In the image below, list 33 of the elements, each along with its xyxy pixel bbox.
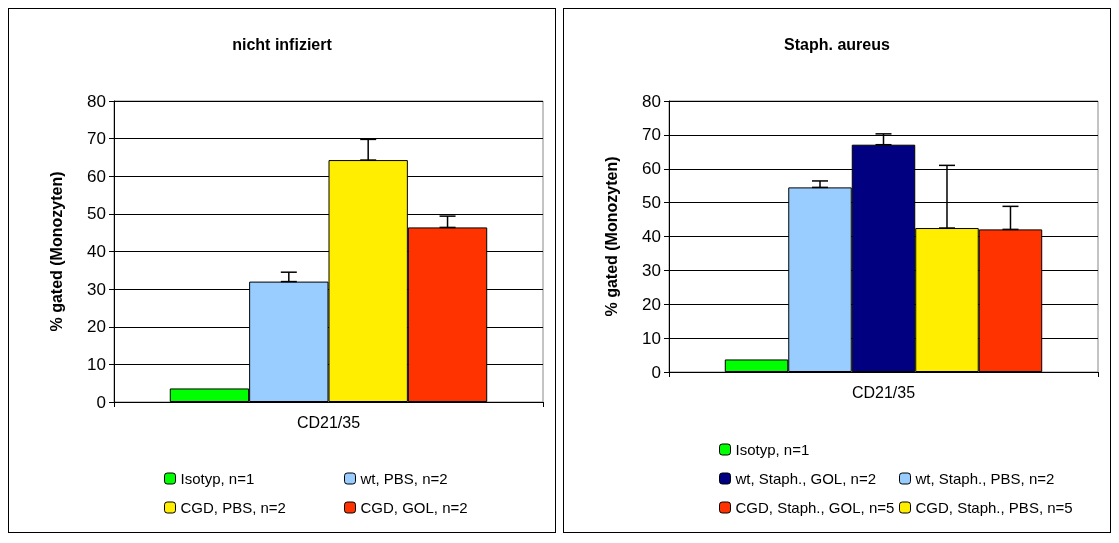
y-tick-label: 20 bbox=[642, 294, 661, 314]
y-tick-label: 0 bbox=[651, 362, 661, 382]
legend-label: wt, PBS, n=2 bbox=[359, 470, 448, 487]
x-tick-label: CD21/35 bbox=[296, 413, 361, 431]
legend-label: CGD, Staph., PBS, n=5 bbox=[915, 499, 1073, 516]
legend-label: wt, Staph., PBS, n=2 bbox=[914, 470, 1055, 487]
y-tick-label: 40 bbox=[87, 242, 106, 261]
y-tick-label: 70 bbox=[87, 129, 106, 149]
y-tick-label: 30 bbox=[87, 279, 106, 299]
legend-label: CGD, PBS, n=2 bbox=[180, 499, 286, 516]
y-tick-label: 60 bbox=[642, 159, 661, 179]
y-tick-label: 30 bbox=[642, 260, 661, 280]
chart-title: nicht infiziert bbox=[232, 35, 333, 53]
y-tick-label: 0 bbox=[96, 392, 106, 412]
y-axis-title: % gated (Monozyten) bbox=[602, 156, 620, 317]
legend-label: wt, Staph., GOL, n=2 bbox=[734, 470, 876, 487]
chart-title: Staph. aureus bbox=[784, 35, 890, 53]
y-tick-label: 40 bbox=[642, 227, 661, 246]
legend-label: Isotyp, n=1 bbox=[735, 441, 810, 458]
y-tick-label: 10 bbox=[642, 328, 661, 348]
x-tick-label: CD21/35 bbox=[851, 383, 916, 401]
y-tick-label: 60 bbox=[87, 166, 106, 186]
y-tick-label: 50 bbox=[87, 204, 106, 224]
legend-label: Isotyp, n=1 bbox=[180, 470, 255, 487]
y-tick-label: 70 bbox=[642, 125, 661, 145]
y-tick-label: 10 bbox=[87, 354, 106, 374]
y-tick-label: 50 bbox=[642, 193, 661, 213]
y-axis-title: % gated (Monozyten) bbox=[47, 171, 65, 332]
y-tick-label: 80 bbox=[87, 91, 106, 111]
y-tick-label: 80 bbox=[642, 91, 661, 111]
y-tick-label: 20 bbox=[87, 317, 106, 337]
legend-label: CGD, Staph., GOL, n=5 bbox=[735, 499, 895, 516]
legend-label: CGD, GOL, n=2 bbox=[360, 499, 468, 516]
